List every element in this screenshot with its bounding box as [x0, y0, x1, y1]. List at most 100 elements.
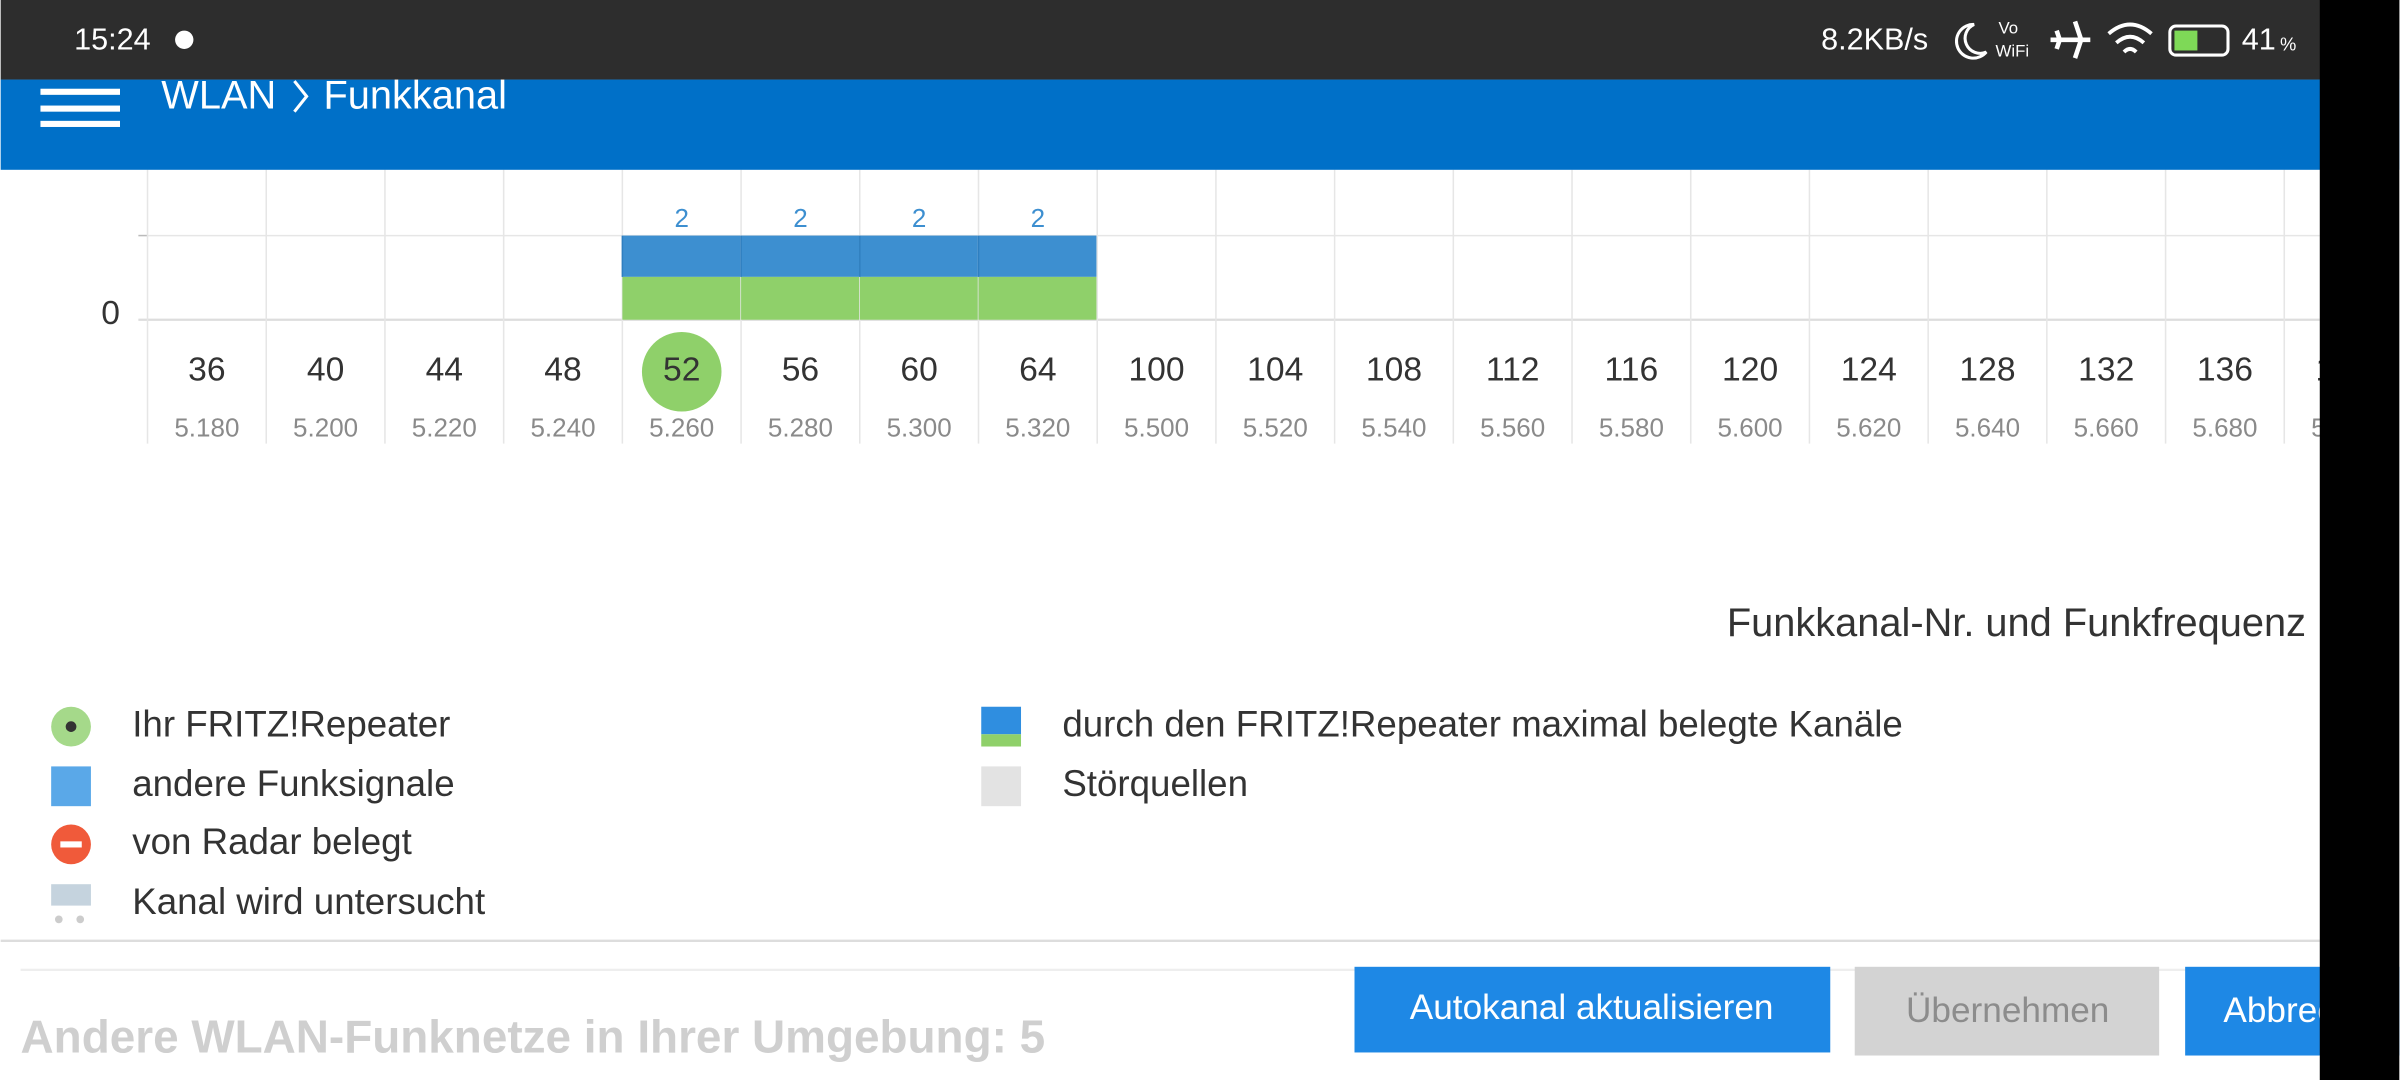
vowifi-bottom: WiFi: [1995, 41, 2029, 60]
airplane-icon: [2050, 20, 2091, 59]
channel-chart: 0 36 5.180 40 5.200 44 5.220 48 5.240 2 52 5.260 2 56…: [101, 169, 2376, 444]
channel-bar-own: [741, 276, 860, 320]
clock: 15:24: [74, 22, 151, 56]
legend-label: Ihr FRITZ!Repeater: [132, 703, 450, 744]
legend-label: Kanal wird untersucht: [132, 881, 485, 922]
channel-frequency: 5.180: [174, 413, 239, 443]
bar-label: 2: [674, 203, 688, 233]
channel-number: 124: [1841, 352, 1897, 389]
channel-number: 112: [1486, 352, 1540, 389]
breadcrumb-page: Funkkanal: [323, 73, 506, 117]
brightness-icon: [175, 30, 194, 49]
wifi-icon: [2107, 22, 2153, 54]
screen-edge: [2319, 0, 2400, 1080]
battery-icon: [2168, 24, 2230, 57]
channel-frequency: 5.300: [887, 413, 952, 443]
button-label[interactable]: Autokanal aktualisieren: [1410, 988, 1774, 1027]
channel-frequency: 5.580: [1599, 413, 1664, 443]
channel-number: 104: [1247, 352, 1303, 389]
status-bar: [0, 0, 2400, 80]
channel-frequency: 5.320: [1005, 413, 1070, 443]
y-tick-label: 0: [101, 295, 120, 332]
legend-label: durch den FRITZ!Repeater maximal belegte…: [1062, 703, 1903, 744]
channel-bar-own: [978, 276, 1098, 320]
menu-line[interactable]: [40, 88, 120, 95]
channel-number: 64: [1019, 352, 1056, 389]
dnd-icon: [1955, 22, 1988, 60]
vowifi-top: Vo: [1999, 19, 2019, 38]
channel-frequency: 5.620: [1836, 413, 1901, 443]
channel-number: 44: [426, 352, 463, 389]
app-header: [0, 79, 2400, 170]
chart-caption: Funkkanal-Nr. und Funkfrequenz: [1727, 601, 2306, 645]
channel-number: 128: [1959, 352, 2015, 389]
channel-frequency: 5.540: [1361, 413, 1426, 443]
button-apply[interactable]: Übernehmen: [1854, 966, 2160, 1056]
battery-level: [2174, 30, 2198, 51]
channel-bar-repeater: [741, 235, 860, 277]
channel-frequency: 5.660: [2074, 413, 2139, 443]
channel-number: 60: [900, 352, 937, 389]
channel-bar-repeater: [978, 235, 1098, 277]
channel-number: 136: [2197, 352, 2253, 389]
channel-bar-repeater: [859, 235, 979, 277]
legend-icon: [981, 766, 1022, 807]
channel-frequency: 5.680: [2192, 413, 2257, 443]
channel-number: 56: [782, 352, 819, 389]
channel-number: 108: [1366, 352, 1422, 389]
legend-label: Störquellen: [1062, 763, 1248, 804]
channel-frequency: 5.560: [1480, 413, 1545, 443]
legend-label: andere Funksignale: [132, 763, 454, 804]
networks-heading: Andere WLAN-Funknetze in Ihrer Umgebung:…: [21, 1010, 1046, 1062]
channel-frequency: 5.600: [1718, 413, 1783, 443]
legend-icon-bar: [60, 841, 82, 848]
channel-bar-repeater: [622, 235, 742, 277]
channel-frequency: 5.220: [412, 413, 477, 443]
channel-number: 120: [1722, 352, 1778, 389]
bar-label: 2: [793, 203, 807, 233]
breadcrumb-section[interactable]: WLAN: [161, 73, 276, 117]
button-bg[interactable]: [1854, 966, 2160, 1056]
legend-icon-dot: [65, 721, 77, 732]
button-autokanal[interactable]: Autokanal aktualisieren: [1354, 966, 1831, 1053]
network-speed: 8.2KB/s: [1821, 22, 1928, 56]
channel-bar-own: [622, 276, 742, 320]
channel-frequency: 5.240: [530, 413, 595, 443]
legend-icon: [981, 706, 1022, 735]
channel-bar-own: [859, 276, 979, 320]
channel-number: 52: [663, 352, 700, 389]
legend-icon: [51, 884, 91, 906]
channel-number: 100: [1128, 352, 1184, 389]
legend-icon: [51, 766, 91, 807]
channel-frequency: 5.640: [1955, 413, 2020, 443]
channel-frequency: 5.520: [1243, 413, 1308, 443]
bar-label: 2: [912, 203, 926, 233]
channel-frequency: 5.200: [293, 413, 358, 443]
menu-button[interactable]: [40, 88, 120, 127]
breadcrumb-chevron: [293, 80, 309, 113]
button-label[interactable]: Übernehmen: [1906, 991, 2109, 1030]
legend-icon-dot: [76, 915, 85, 924]
channel-number: 116: [1605, 352, 1659, 389]
bar-label: 2: [1031, 203, 1045, 233]
legend: Ihr FRITZ!Repeater andere Funksignale von …: [51, 703, 1903, 924]
menu-line[interactable]: [40, 120, 120, 127]
legend-icon: [981, 734, 1022, 747]
channel-number: 40: [307, 352, 344, 389]
button-bg[interactable]: [1354, 966, 1831, 1053]
battery-unit: %: [2280, 34, 2296, 55]
channel-frequency: 5.280: [768, 413, 833, 443]
menu-line[interactable]: [40, 105, 120, 112]
channel-frequency: 5.500: [1124, 413, 1189, 443]
channel-number: 132: [2078, 352, 2134, 389]
legend-icon-dot: [54, 915, 63, 924]
channel-number: 48: [544, 352, 581, 389]
channel-frequency: 5.260: [649, 413, 714, 443]
channel-number: 36: [188, 352, 225, 389]
battery-percent: 41: [2242, 22, 2276, 56]
legend-label: von Radar belegt: [132, 821, 412, 862]
